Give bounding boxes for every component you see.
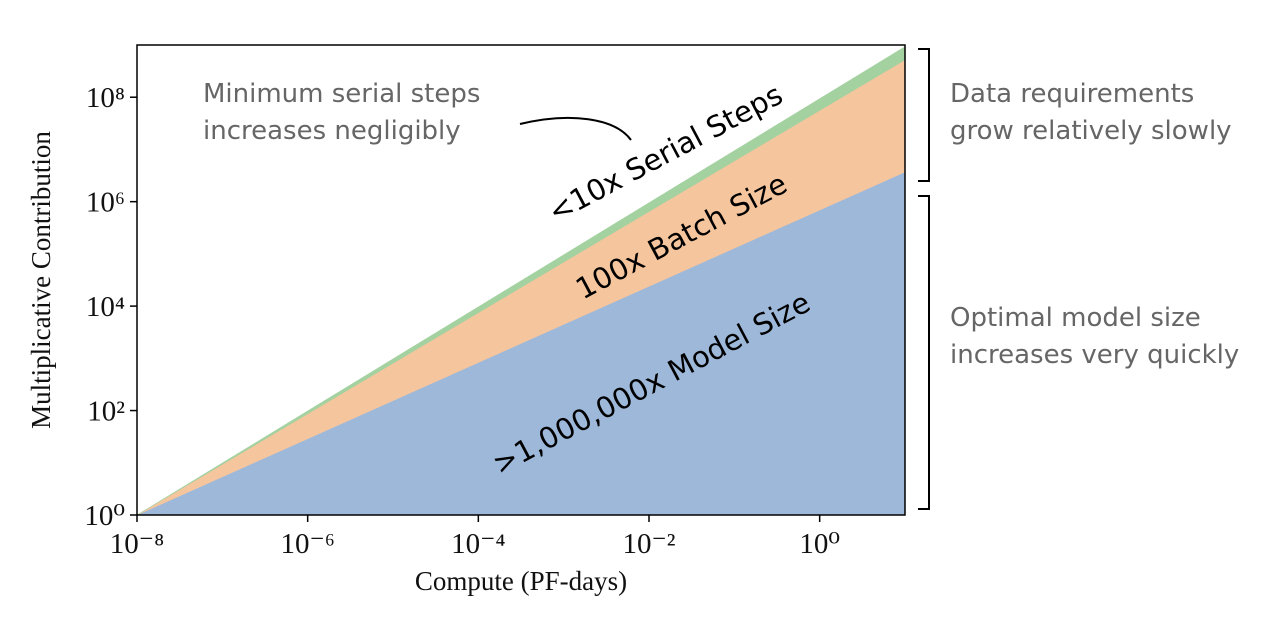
x-tick-label: 10⁻⁴ <box>451 528 505 560</box>
bracket <box>918 48 930 182</box>
annotation: grow relatively slowly <box>950 116 1232 146</box>
y-tick-label: 10² <box>87 396 125 428</box>
annotation: Optimal model size <box>950 303 1201 333</box>
annotation-arrow <box>519 116 632 141</box>
bracket <box>918 195 930 510</box>
x-tick-label: 10⁻² <box>622 528 675 560</box>
annotation: Data requirements <box>950 79 1194 109</box>
annotation: increases negligibly <box>203 116 461 146</box>
y-tick-label: 10⁴ <box>86 291 125 323</box>
x-tick-label: 10⁻⁸ <box>110 528 164 560</box>
annotation: Minimum serial steps <box>203 79 480 109</box>
y-tick-label: 10⁶ <box>86 187 125 219</box>
axes: 10⁻⁸ 10⁻⁶ 10⁻⁴ 10⁻² 10⁰ 10⁰ 10² 10⁴ 10⁶ 10⁸ <box>84 82 840 560</box>
x-tick-label: 10⁻⁶ <box>280 528 334 560</box>
y-tick-label: 10⁸ <box>86 82 125 114</box>
x-axis-label: Compute (PF-days) <box>415 566 627 596</box>
x-tick-label: 10⁰ <box>799 528 840 560</box>
y-tick-label: 10⁰ <box>84 500 125 532</box>
plot-frame <box>136 44 906 516</box>
y-axis-label: Multiplicative Contribution <box>26 131 56 429</box>
annotation: increases very quickly <box>950 340 1239 370</box>
